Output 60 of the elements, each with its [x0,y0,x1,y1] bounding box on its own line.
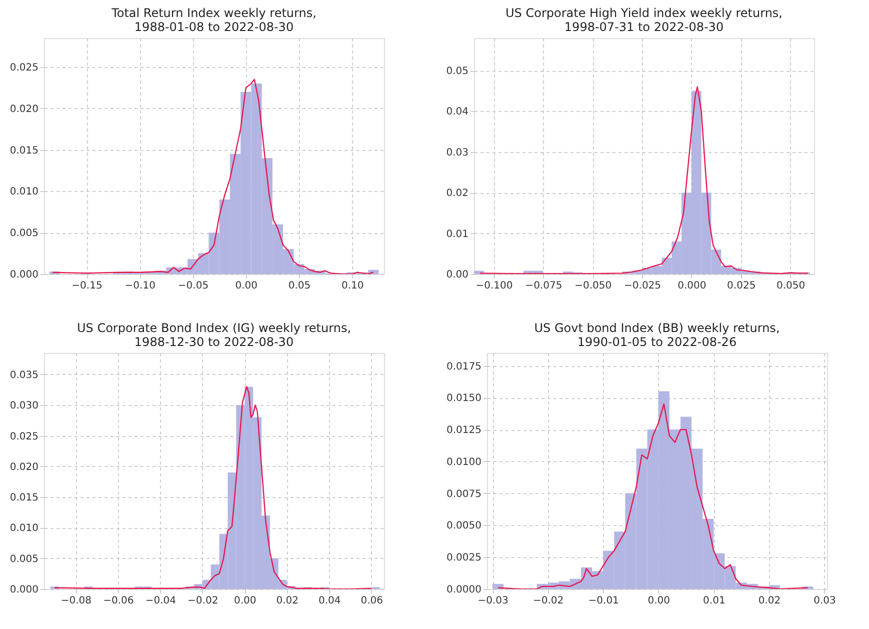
y-tick-label: 0.0175 [446,361,482,372]
x-tick-label: 0.02 [758,596,781,606]
y-tick-label: 0.0100 [446,456,482,468]
x-tick-label: 0.01 [703,596,726,606]
y-tick-label: 0.010 [10,523,38,534]
x-tick-label: −0.075 [525,280,562,292]
y-tick-label: 0.035 [10,370,38,381]
y-tick-label: 0.0125 [446,425,482,436]
y-tick-label: 0.025 [10,62,38,74]
y-tick-label: 0.015 [10,492,38,504]
chart-title: US Corporate Bond Index (IG) weekly returns, 1988-12-30 to 2022-08-30 [76,321,352,349]
y-tick-label: 0.0050 [446,520,482,532]
y-tick-label: 0.020 [10,462,38,473]
y-tick-label: 0.000 [10,584,38,596]
y-tick-label: 0.020 [10,104,38,115]
chart-title: US Govt bond Index (BB) weekly returns, 1990-01-05 to 2022-08-26 [534,321,780,349]
x-tick-label: −0.06 [103,596,134,606]
x-tick-label: 0.02 [276,596,298,606]
y-tick-label: 0.01 [446,228,468,240]
x-tick-label: −0.10 [124,280,156,292]
x-tick-label: 0.00 [648,596,670,606]
y-tick-label: 0.010 [10,186,38,198]
y-tick-label: 0.005 [10,554,38,565]
x-tick-label: −0.02 [532,596,564,606]
x-tick-label: −0.04 [145,596,176,606]
y-tick-label: 0.025 [10,431,38,442]
y-tick-label: 0.000 [10,270,38,280]
y-tick-label: 0.02 [446,188,468,200]
chart-title: US Corporate High Yield index weekly returns, 1998-07-31 to 2022-08-30 [506,6,782,34]
x-tick-label: −0.025 [624,280,662,292]
x-tick-label: −0.02 [188,596,218,606]
y-tick-label: 0.05 [446,66,468,78]
x-tick-label: 0.00 [234,596,256,606]
x-tick-label: −0.05 [178,280,209,292]
y-tick-label: 0.030 [10,400,38,412]
x-tick-label: 0.050 [776,280,806,292]
x-tick-label: −0.03 [478,596,508,606]
y-tick-label: 0.03 [446,147,468,158]
x-tick-label: 0.06 [360,596,383,606]
y-tick-label: 0.0150 [446,393,482,404]
y-tick-label: 0.0000 [446,584,482,596]
y-tick-label: 0.0025 [446,552,482,564]
x-tick-label: 0.04 [318,596,341,606]
y-tick-label: 0.0075 [446,488,482,500]
y-tick-label: 0.005 [10,228,38,240]
x-tick-label: −0.01 [588,596,619,606]
x-tick-label: 0.03 [814,596,836,606]
x-tick-label: −0.050 [574,280,612,292]
x-tick-label: 0.025 [727,280,756,292]
x-tick-label: −0.100 [476,280,513,292]
x-tick-label: 0.05 [288,280,311,292]
y-tick-label: 0.015 [10,145,38,156]
x-tick-label: −0.15 [72,280,102,292]
x-tick-label: −0.08 [60,596,92,606]
x-tick-label: 0.10 [341,280,364,292]
x-tick-label: 0.000 [678,280,706,292]
chart-title: Total Return Index weekly returns, 1988-01-08 to 2022-08-30 [110,6,316,34]
y-tick-label: 0.00 [446,270,468,280]
y-tick-label: 0.04 [446,106,468,118]
x-tick-label: 0.00 [235,280,258,292]
